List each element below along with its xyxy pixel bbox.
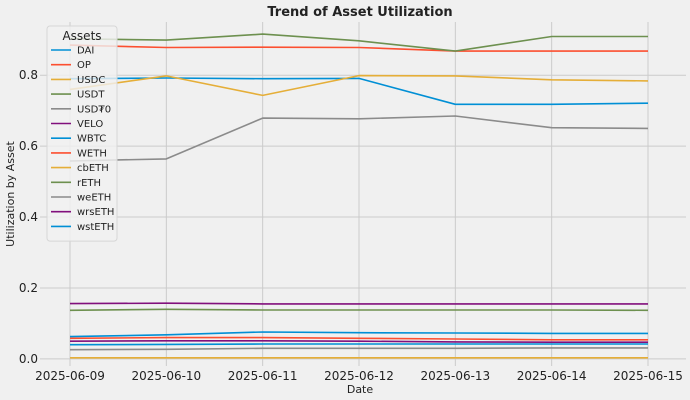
- legend: Assets DAI OP USDC USDT USD₮0 VELO WBTC WETH cbET…: [46, 25, 118, 242]
- legend-entry: USD₮0: [77, 104, 111, 115]
- series-line-reth: [69, 308, 649, 312]
- series-line-velo: [69, 302, 648, 305]
- y-axis-label: Utilization by Asset: [4, 140, 17, 246]
- series-line-wsteth: [69, 343, 648, 346]
- x-axis-label: Date: [347, 383, 374, 396]
- legend-entry: OP: [77, 60, 91, 71]
- x-tick-label: 2025-06-11: [228, 369, 298, 383]
- legend-entry: VELO: [77, 119, 103, 130]
- legend-entry: wstETH: [77, 222, 114, 233]
- chart-title: Trend of Asset Utilization: [267, 5, 452, 20]
- x-tick-label: 2025-06-13: [420, 369, 490, 383]
- series-line-usdc: [69, 74, 649, 97]
- series-line-usdt: [69, 33, 648, 52]
- legend-entry: WBTC: [77, 134, 106, 145]
- legend-entry: USDT: [77, 90, 105, 101]
- y-tick-label: 0.4: [19, 210, 38, 224]
- legend-entry: weETH: [77, 193, 111, 204]
- x-tick-label: 2025-06-09: [35, 369, 105, 383]
- legend-entry: WETH: [77, 148, 107, 159]
- series-line-weeth: [69, 347, 648, 351]
- x-tick-label: 2025-06-10: [131, 369, 201, 383]
- x-tick-label: 2025-06-15: [613, 369, 683, 383]
- legend-entry: rETH: [77, 178, 101, 189]
- series-line-wbtc: [69, 331, 648, 338]
- legend-entry: DAI: [77, 46, 94, 57]
- y-tick-label: 0.2: [19, 281, 38, 295]
- y-tick-label: 0.0: [19, 352, 38, 366]
- legend-entry: wrsETH: [77, 207, 114, 218]
- series-line-dai: [69, 77, 649, 106]
- legend-title: Assets: [62, 29, 101, 43]
- x-tick-label: 2025-06-14: [517, 369, 587, 383]
- series-line-usd-0: [69, 115, 649, 162]
- x-tick-label: 2025-06-12: [324, 369, 394, 383]
- series-lines: [69, 33, 649, 359]
- series-line-op: [69, 44, 648, 52]
- y-tick-label: 0.8: [19, 68, 38, 82]
- legend-entry: USDC: [77, 75, 105, 86]
- axes: 2025-06-09 2025-06-10 2025-06-11 2025-06-12…: [19, 68, 683, 383]
- series-line-weth: [69, 336, 648, 341]
- y-tick-label: 0.6: [19, 139, 38, 153]
- series-line-wrseth: [69, 339, 648, 344]
- legend-entry: cbETH: [77, 163, 109, 174]
